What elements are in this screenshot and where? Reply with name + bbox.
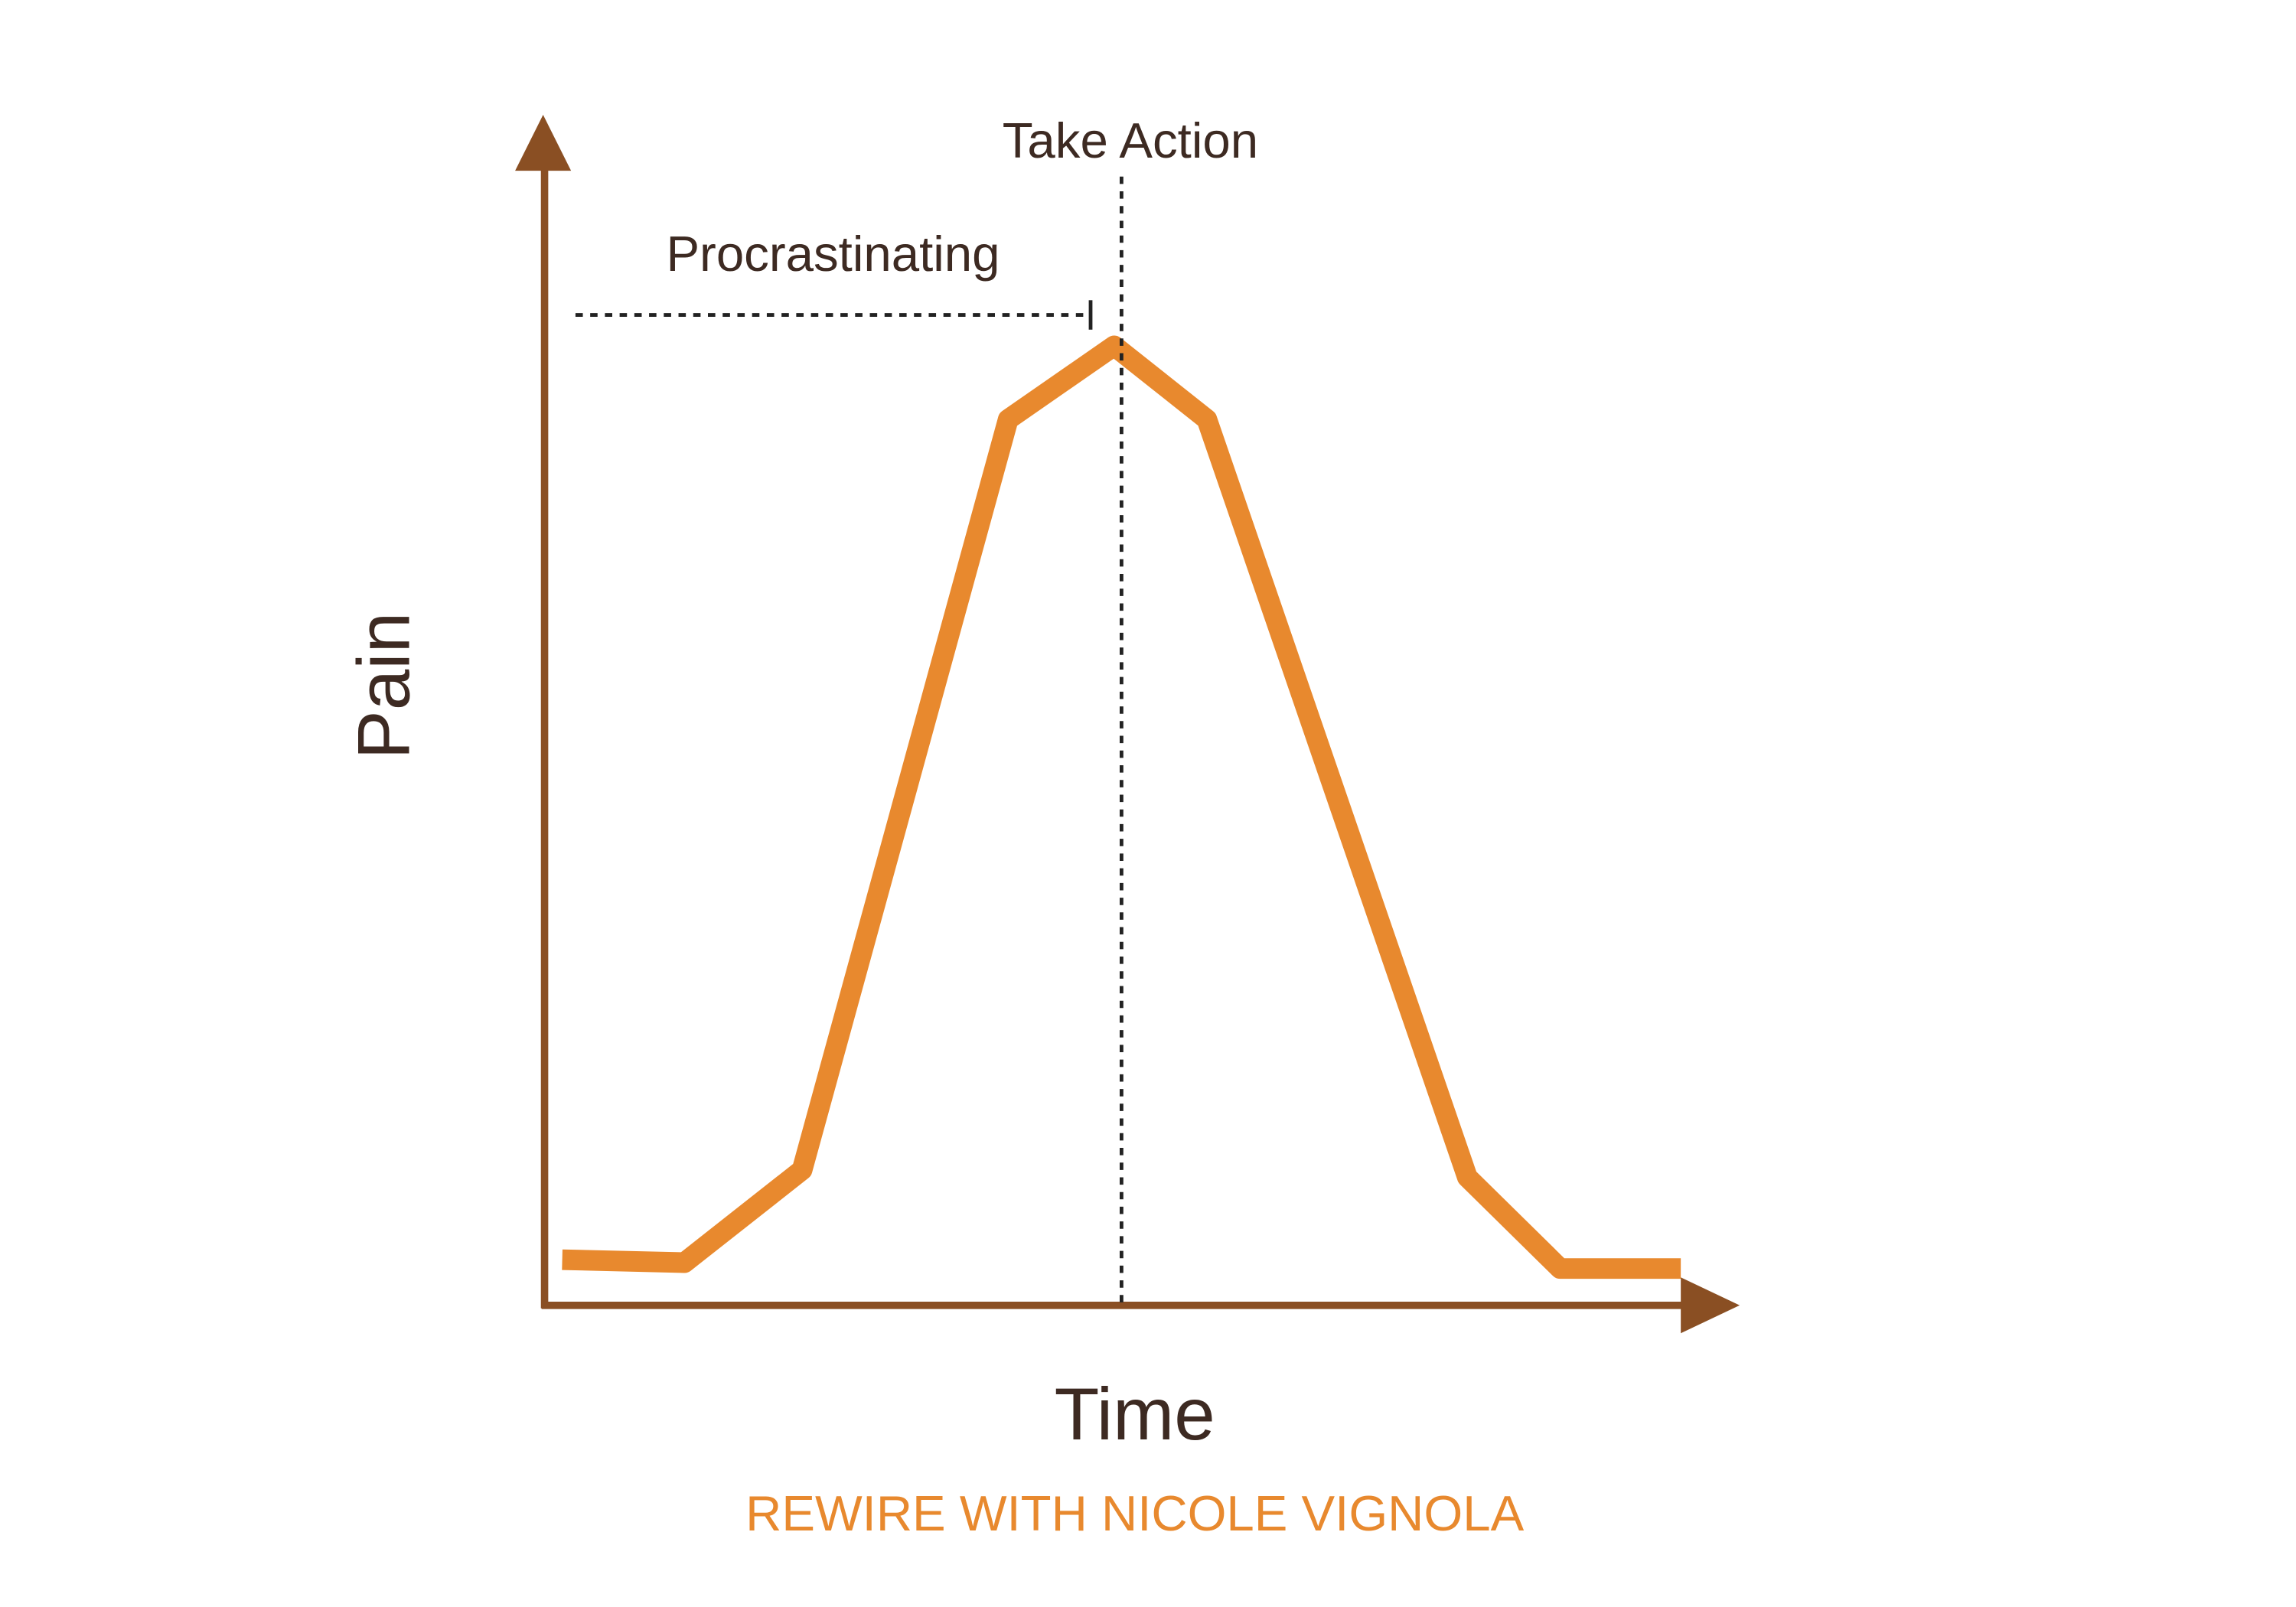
pain-curve	[562, 335, 1681, 1279]
footer: REWIRE WITH NICOLE VIGNOLA	[745, 1485, 1524, 1541]
y-axis-label: Pain	[344, 612, 426, 759]
phase-label: Procrastinating	[666, 226, 1000, 282]
action-label: Take Action	[1003, 112, 1258, 168]
x-axis-arrow	[1681, 1277, 1740, 1334]
x-axis-label: Time	[1055, 1374, 1215, 1455]
y-axis-arrow	[515, 115, 572, 171]
